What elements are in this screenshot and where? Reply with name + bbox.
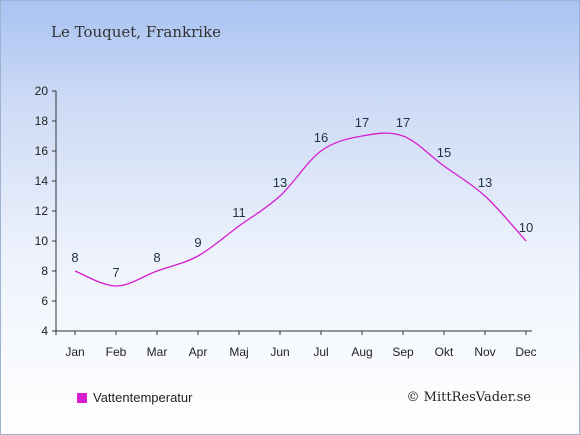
data-label: 17 bbox=[396, 115, 410, 130]
y-tick-label: 20 bbox=[35, 84, 49, 98]
x-tick-label: Maj bbox=[229, 345, 248, 359]
data-label: 9 bbox=[194, 235, 201, 250]
x-tick-label: Aug bbox=[351, 345, 372, 359]
x-tick-label: Okt bbox=[435, 345, 454, 359]
tick-labels: 4 6 8 10 12 14 16 18 20 Jan Feb Mar Apr Maj Jun Jul Aug S… bbox=[35, 84, 537, 359]
series-line-vattentemperatur bbox=[74, 132, 527, 287]
data-label: 13 bbox=[273, 175, 287, 190]
y-tick-label: 18 bbox=[35, 114, 49, 128]
legend-label: Vattentemperatur bbox=[93, 390, 193, 405]
data-label: 8 bbox=[153, 250, 160, 265]
x-tick-label: Feb bbox=[106, 345, 127, 359]
data-labels: 8 7 8 9 11 13 16 17 17 15 13 10 bbox=[71, 115, 533, 280]
y-tick-label: 14 bbox=[35, 174, 49, 188]
axes bbox=[52, 90, 532, 335]
data-label: 10 bbox=[519, 220, 533, 235]
y-tick-label: 12 bbox=[35, 204, 49, 218]
data-label: 17 bbox=[355, 115, 369, 130]
y-tick-label: 4 bbox=[41, 324, 48, 338]
legend-swatch bbox=[77, 392, 87, 403]
x-tick-label: Mar bbox=[147, 345, 168, 359]
x-tick-label: Dec bbox=[515, 345, 536, 359]
chart-title: Le Touquet, Frankrike bbox=[51, 23, 222, 41]
x-tick-label: Jun bbox=[270, 345, 289, 359]
data-label: 13 bbox=[478, 175, 492, 190]
y-tick-label: 8 bbox=[41, 264, 48, 278]
legend: Vattentemperatur bbox=[77, 390, 192, 405]
data-label: 7 bbox=[112, 265, 119, 280]
data-label: 16 bbox=[314, 130, 328, 145]
data-label: 15 bbox=[437, 145, 451, 160]
x-tick-label: Apr bbox=[189, 345, 208, 359]
credit-text: © MittResVader.se bbox=[406, 390, 531, 405]
x-tick-label: Sep bbox=[392, 345, 414, 359]
x-tick-label: Nov bbox=[474, 345, 495, 359]
y-tick-label: 6 bbox=[41, 294, 48, 308]
y-tick-label: 10 bbox=[35, 234, 49, 248]
x-tick-label: Jan bbox=[65, 345, 84, 359]
x-tick-label: Jul bbox=[313, 345, 328, 359]
data-label: 11 bbox=[232, 205, 246, 220]
data-label: 8 bbox=[71, 250, 78, 265]
y-tick-label: 16 bbox=[35, 144, 49, 158]
